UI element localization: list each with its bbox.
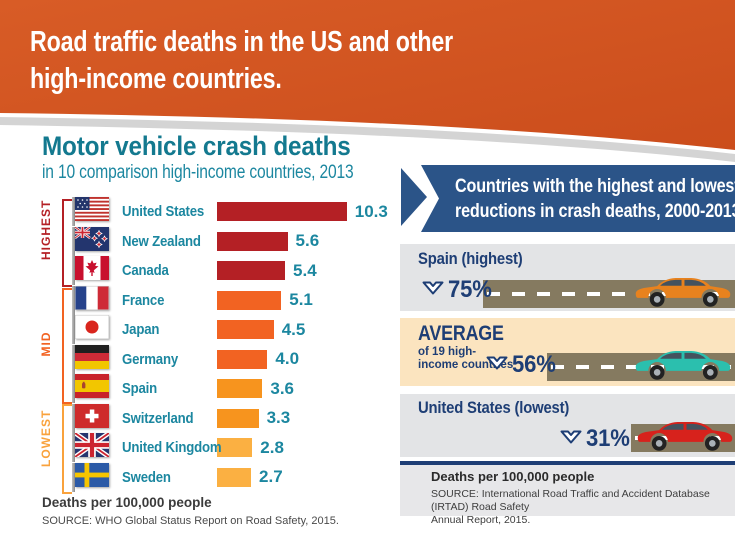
bar-value: 2.8 <box>260 437 284 457</box>
chart-row-japan: Japan 4.5 <box>72 315 402 345</box>
bar <box>217 379 263 399</box>
chart-row-switzerland: Switzerland 3.3 <box>72 403 402 434</box>
ch-flag-icon <box>72 403 112 433</box>
page-title: Road traffic deaths in the US and other … <box>30 24 559 98</box>
chart-row-germany: Germany 4.0 <box>72 344 402 375</box>
car-icon-teal <box>635 348 731 382</box>
section-united-states: United States (lowest) 31% <box>400 394 735 457</box>
chart-row-canada: Canada 5.4 <box>72 256 402 286</box>
jp-flag-icon <box>72 315 112 345</box>
chart-footnote: Deaths per 100,000 people <box>42 495 212 510</box>
ribbon-banner <box>401 165 735 232</box>
ca-flag-icon <box>72 256 112 286</box>
country-label: Germany <box>122 350 179 368</box>
section-label: Spain (highest) <box>418 250 523 268</box>
panel-divider <box>400 461 735 465</box>
bar <box>217 438 253 458</box>
section-sublabel-2: income countries <box>418 359 514 371</box>
bar <box>217 231 288 251</box>
group-label-highest: HIGHEST <box>39 199 53 260</box>
bar-chart: United States 10.3 New Zealand 5.6 Canad… <box>72 197 402 492</box>
reduction-percent: 56% <box>512 351 556 378</box>
panel-title-line1: Countries with the highest and lowest <box>455 176 735 197</box>
panel-title: Countries with the highest and lowest re… <box>455 174 735 224</box>
country-label: Spain <box>122 380 158 398</box>
bar-value: 10.3 <box>354 201 388 221</box>
section-spain: Spain (highest) 75% <box>400 244 735 311</box>
car-icon-orange <box>635 275 731 309</box>
country-label: Japan <box>122 321 160 339</box>
bar <box>217 320 274 340</box>
uk-flag-icon <box>72 433 112 463</box>
chart-row-france: France 5.1 <box>72 285 402 316</box>
reduction-percent: 31% <box>586 425 630 452</box>
group-label-mid: MID <box>39 331 53 357</box>
country-label: Canada <box>122 262 169 280</box>
bar <box>217 408 259 428</box>
chart-row-united-kingdom: United Kingdom 2.8 <box>72 433 402 463</box>
chart-subtitle: in 10 comparison high-income countries, … <box>42 162 354 183</box>
country-label: Switzerland <box>122 409 194 427</box>
panel-footnote: Deaths per 100,000 people <box>431 469 595 484</box>
page-title-line2: high-income countries. <box>30 63 282 95</box>
down-arrow-icon <box>422 281 444 295</box>
chart-title: Motor vehicle crash deaths <box>42 131 351 161</box>
page-title-line1: Road traffic deaths in the US and other <box>30 26 454 58</box>
bar-value: 5.4 <box>293 260 317 280</box>
down-arrow-icon <box>560 430 582 444</box>
bar <box>217 467 252 487</box>
reduction-percent: 75% <box>448 276 492 303</box>
car-icon-red <box>637 419 733 453</box>
chart-source: SOURCE: WHO Global Status Report on Road… <box>42 515 339 527</box>
chart-row-united-states: United States 10.3 <box>72 197 402 227</box>
se-flag-icon <box>72 462 112 492</box>
chart-row-sweden: Sweden 2.7 <box>72 462 402 493</box>
panel-footer: Deaths per 100,000 people SOURCE: Intern… <box>400 465 735 526</box>
panel-source: SOURCE: International Road Traffic and A… <box>431 488 710 526</box>
fr-flag-icon <box>72 285 112 315</box>
country-label: Sweden <box>122 468 171 486</box>
bar <box>217 349 268 369</box>
bar <box>217 202 347 222</box>
country-label: United Kingdom <box>122 439 222 457</box>
bar <box>217 290 282 310</box>
country-label: New Zealand <box>122 232 201 250</box>
bar-value: 4.5 <box>281 319 306 339</box>
reductions-panel: Countries with the highest and lowest re… <box>400 165 735 526</box>
bracket-mid <box>62 288 72 404</box>
header-banner <box>0 0 735 162</box>
bar-value: 3.6 <box>270 378 294 398</box>
group-label-lowest: LOWEST <box>39 409 53 467</box>
country-label: United States <box>122 203 205 221</box>
section-sublabel-1: of 19 high- <box>418 346 477 358</box>
section-average: AVERAGE of 19 high- income countries 56% <box>400 318 735 386</box>
bar-value: 4.0 <box>275 349 300 369</box>
bar-value: 5.6 <box>295 231 320 251</box>
de-flag-icon <box>72 344 112 374</box>
bracket-highest <box>62 199 72 287</box>
section-label: United States (lowest) <box>418 399 570 417</box>
bar-value: 2.7 <box>259 467 283 487</box>
us-flag-icon <box>72 197 112 227</box>
nz-flag-icon <box>72 226 112 256</box>
bar-value: 3.3 <box>266 408 291 428</box>
chart-row-new-zealand: New Zealand 5.6 <box>72 226 402 257</box>
bracket-lowest <box>62 404 72 494</box>
panel-title-line2: reductions in crash deaths, 2000-2013 <box>455 201 735 222</box>
bar <box>217 261 286 281</box>
chart-row-spain: Spain 3.6 <box>72 374 402 404</box>
es-flag-icon <box>72 374 112 404</box>
bar-value: 5.1 <box>289 290 313 310</box>
section-label: AVERAGE <box>418 322 504 345</box>
country-label: France <box>122 291 165 309</box>
down-arrow-icon <box>486 356 508 370</box>
